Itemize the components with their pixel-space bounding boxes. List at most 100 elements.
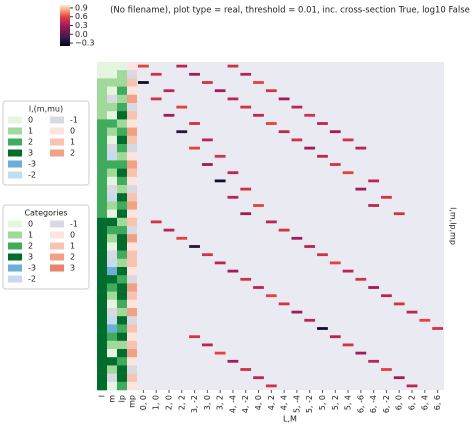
heatmap-cell xyxy=(355,351,367,355)
heatmap-cell xyxy=(253,376,264,380)
heatmap-cell xyxy=(138,81,149,84)
row-color-cell xyxy=(117,373,127,383)
legend-label: 3 xyxy=(28,253,33,262)
row-color-cell xyxy=(97,275,107,284)
heatmap-cell xyxy=(227,195,239,199)
legend-label: 3 xyxy=(70,264,75,273)
row-color-cell xyxy=(117,365,127,374)
row-color-cell xyxy=(97,349,107,358)
row-color-cell xyxy=(97,201,107,210)
row-color-cell xyxy=(107,217,117,227)
heatmap-cell xyxy=(214,261,226,265)
row-color-cell xyxy=(97,258,107,268)
legend-swatch xyxy=(8,127,22,135)
legend-swatch xyxy=(50,138,64,146)
row-color-cell xyxy=(127,250,137,260)
row-color-cell xyxy=(107,258,117,268)
row-color-cell xyxy=(97,193,107,202)
legend-label: -3 xyxy=(28,264,36,273)
row-color-cell xyxy=(117,127,127,137)
heatmap-cell xyxy=(381,294,392,298)
legend-swatch xyxy=(50,242,64,250)
heatmap-cell xyxy=(163,113,175,117)
legend-label: 0 xyxy=(28,116,33,125)
row-color-cell xyxy=(97,283,107,292)
row-color-cell xyxy=(127,349,137,358)
heatmap-cell xyxy=(227,171,239,175)
row-color-cell xyxy=(107,234,117,243)
row-color-cell xyxy=(97,299,107,309)
legend-label: 3 xyxy=(28,149,33,158)
row-color-cell xyxy=(97,291,107,301)
heatmap-cell xyxy=(265,384,277,388)
row-color-cell xyxy=(97,250,107,260)
legend-label: -1 xyxy=(70,220,78,229)
row-color-cell xyxy=(127,275,137,284)
row-color-cell xyxy=(127,78,137,87)
row-color-cell xyxy=(97,381,107,391)
x-tick-label: 2, 2 xyxy=(177,395,186,410)
x-tick-label: 3, 2 xyxy=(216,395,225,410)
heatmap-cell xyxy=(201,163,213,166)
row-color-cell xyxy=(127,127,137,137)
heatmap-cell xyxy=(189,122,200,125)
legend-title: l,(m,mu) xyxy=(29,105,63,114)
row-color-cell xyxy=(97,209,107,219)
row-color-cell xyxy=(107,193,117,202)
row-color-cell xyxy=(127,94,137,104)
legend-label: 0 xyxy=(28,220,33,229)
legend-label: 1 xyxy=(28,127,33,136)
heatmap-cell xyxy=(227,64,239,68)
row-color-cell xyxy=(127,291,137,301)
row-color-cell xyxy=(107,226,117,235)
heatmap-cell xyxy=(240,72,252,76)
row-color-cell xyxy=(117,94,127,104)
heatmap-cell xyxy=(189,146,200,150)
row-color-cell xyxy=(127,316,137,325)
row-color-cell xyxy=(117,340,127,350)
heatmap-cell xyxy=(291,138,303,142)
row-color-cell xyxy=(117,324,127,333)
row-color-cell xyxy=(97,267,107,276)
row-color-cell xyxy=(97,103,107,112)
x-tick-label: 0, 0 xyxy=(139,395,148,410)
legend-label: 2 xyxy=(28,138,33,147)
heatmap-cell xyxy=(304,245,316,248)
x-tick-label: 5, 4 xyxy=(344,395,353,410)
row-color-cell xyxy=(127,217,137,227)
row-color-cell xyxy=(97,135,107,145)
heatmap-cell xyxy=(240,368,252,371)
row-color-cell xyxy=(127,373,137,383)
row-color-cell xyxy=(97,185,107,194)
row-color-cell xyxy=(107,127,117,137)
row-color-cell xyxy=(97,226,107,235)
row-color-cell xyxy=(117,144,127,153)
row-color-cell xyxy=(127,340,137,350)
legend-label: 1 xyxy=(70,242,75,251)
row-color-cell xyxy=(117,332,127,342)
row-color-cell xyxy=(117,176,127,186)
row-color-cell xyxy=(117,217,127,227)
row-color-cell xyxy=(107,365,117,374)
legend-swatch xyxy=(8,231,22,239)
row-color-cell xyxy=(127,185,137,194)
colorbar-tick-label: 0.3 xyxy=(75,21,88,30)
x-tick-label: 6, -6 xyxy=(356,395,365,413)
row-color-cell xyxy=(117,283,127,292)
x-tick-label: 4, 2 xyxy=(267,395,276,410)
heatmap-cell xyxy=(368,286,380,289)
row-color-cell xyxy=(117,308,127,317)
colorbar xyxy=(60,5,70,46)
heatmap-cell xyxy=(253,113,264,117)
heatmap-cell xyxy=(176,105,188,109)
heatmap-cell xyxy=(240,277,252,281)
legend-label: 2 xyxy=(70,149,75,158)
row-color-cell xyxy=(97,127,107,137)
row-color-cell xyxy=(97,119,107,128)
heatmap-cell xyxy=(329,335,341,339)
row-color-cell xyxy=(107,299,117,309)
row-color-cell xyxy=(127,324,137,333)
heatmap-cell xyxy=(368,359,380,363)
row-color-cell xyxy=(107,185,117,194)
heatmap-cell xyxy=(355,277,367,281)
